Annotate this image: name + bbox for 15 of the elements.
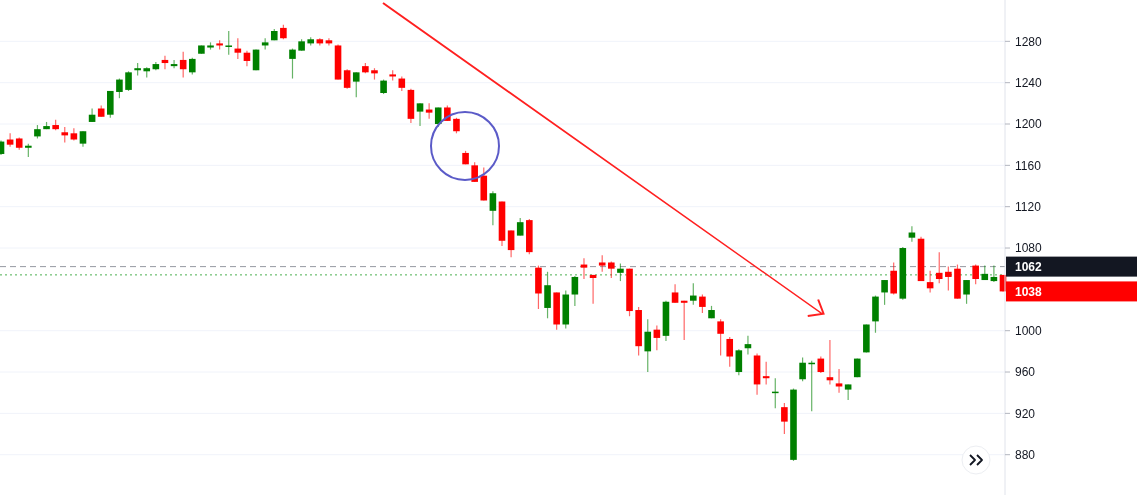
y-tick-label: 1160 <box>1015 158 1042 173</box>
y-tick-label: 1280 <box>1015 34 1043 49</box>
text: 1038 <box>1015 284 1043 299</box>
y-tick-label: 1200 <box>1015 117 1043 132</box>
y-tick-label: 960 <box>1015 365 1036 380</box>
y-tick-label: 1080 <box>1015 241 1043 256</box>
candlestick <box>161 55 169 70</box>
y-tick-label: 1000 <box>1015 323 1043 338</box>
y-tick-label: 920 <box>1015 406 1036 421</box>
y-tick-label: 880 <box>1015 447 1036 462</box>
candlestick <box>844 383 852 401</box>
ref-line-label: 1062 <box>1015 259 1043 274</box>
candlestick <box>425 102 433 120</box>
y-tick-label: 1240 <box>1015 75 1043 90</box>
y-tick-label: 1120 <box>1015 199 1042 214</box>
